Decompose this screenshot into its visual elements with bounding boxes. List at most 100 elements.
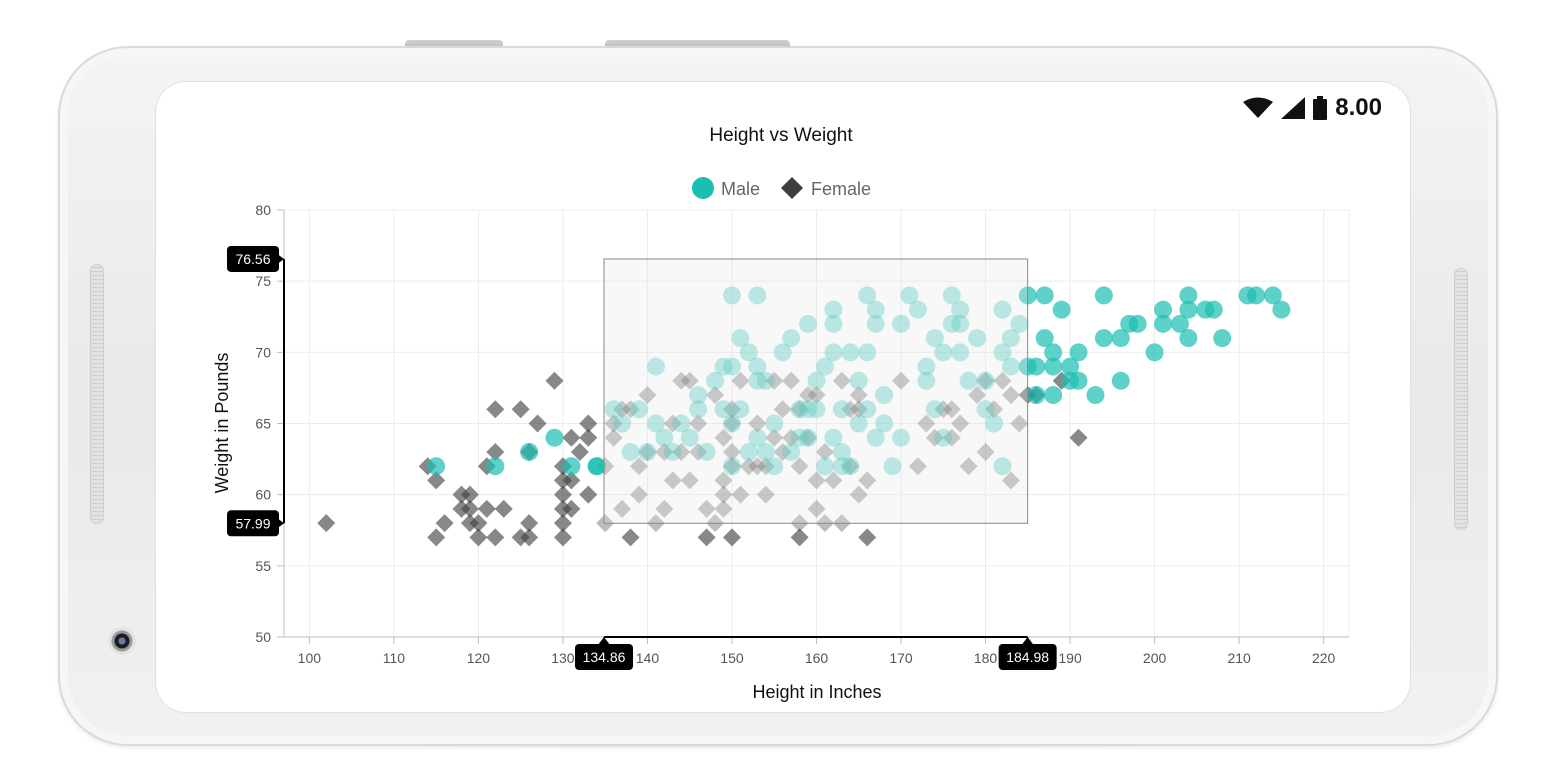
male-point [866,300,885,319]
male-point [1061,357,1080,376]
male-point [824,300,843,319]
male-point [748,357,767,376]
x-end-tooltip-box [998,644,1057,670]
female-point [807,386,826,405]
female-point [976,371,995,390]
male-point [587,457,606,476]
male-point [520,442,539,461]
male-point [1145,343,1164,362]
power-button[interactable] [405,40,503,48]
female-point [630,457,648,476]
female-point [469,514,488,533]
female-point [1069,428,1088,447]
female-point [621,400,640,419]
male-point [1001,357,1020,376]
female-point [790,400,809,419]
female-point [562,499,581,518]
male-point [858,343,877,362]
male-point [917,371,936,390]
female-point [427,528,446,547]
male-point [613,414,632,433]
male-point [858,286,877,305]
male-point [765,457,784,476]
y-axis-ticks: 50 55 60 65 70 75 80 [255,202,284,645]
female-point [570,442,589,461]
male-point [993,343,1012,362]
male-point [714,357,733,376]
male-point [748,371,767,390]
male-point [773,343,792,362]
male-point [731,329,750,348]
female-point [486,442,505,461]
male-point [875,414,894,433]
female-point [435,514,454,533]
volume-button[interactable] [605,40,790,48]
male-point [942,314,961,333]
female-point [638,386,657,405]
female-point [807,471,826,490]
male-point [934,428,953,447]
male-point [680,428,699,447]
male-point [807,400,826,419]
x-end-tooltip-text: 184.98 [1006,649,1049,665]
female-point [553,485,572,504]
male-point [849,371,868,390]
x-tick-label: 100 [298,650,322,666]
female-point [520,514,539,533]
male-point [1263,286,1282,305]
male-point [1247,286,1266,305]
legend-item-female[interactable]: Female [781,177,871,199]
male-point [722,286,741,305]
female-point [579,414,598,433]
x-tick-label: 150 [720,650,744,666]
female-point [841,400,860,419]
male-point [697,442,716,461]
female-point [680,471,699,490]
female-point [934,400,953,419]
female-point [469,528,488,547]
female-point [714,428,733,447]
male-point [1154,314,1173,333]
zoom-selection[interactable]: 134.86 184.98 76.56 57.99 [227,245,1057,670]
battery-icon [1313,96,1328,120]
male-point [604,400,623,419]
female-point [604,414,623,433]
female-point [731,485,750,504]
male-point [1111,371,1130,390]
female-point [317,514,336,533]
female-point [799,428,818,447]
female-point [722,442,741,461]
male-point [739,442,758,461]
female-point [638,442,657,461]
male-point [1035,329,1054,348]
male-point [824,343,843,362]
female-point [553,528,572,547]
male-point [883,457,902,476]
male-point [824,314,843,333]
female-point [1010,414,1029,433]
female-point [663,471,682,490]
female-point [579,428,598,447]
male-point [807,371,826,390]
x-end-tooltip-arrow [1021,637,1034,645]
legend-item-male[interactable]: Male [692,177,760,199]
male-point [799,314,818,333]
male-point [706,371,725,390]
front-camera [108,627,136,655]
female-point [579,485,598,504]
female-point [1001,471,1020,490]
female-point [689,414,708,433]
male-point [892,314,911,333]
y-tick-label: 50 [255,629,271,645]
female-point [486,528,505,547]
x-start-tooltip: 134.86 [575,644,634,670]
male-point [790,400,809,419]
female-point [680,371,699,390]
male-point [993,300,1012,319]
female-point [782,428,801,447]
female-point [849,386,868,405]
female-point [545,371,564,390]
female-point [908,457,927,476]
male-point [427,457,446,476]
